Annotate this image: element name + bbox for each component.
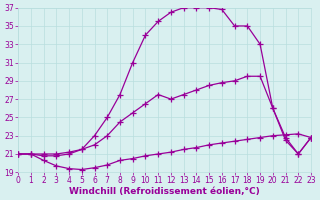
X-axis label: Windchill (Refroidissement éolien,°C): Windchill (Refroidissement éolien,°C)	[69, 187, 260, 196]
